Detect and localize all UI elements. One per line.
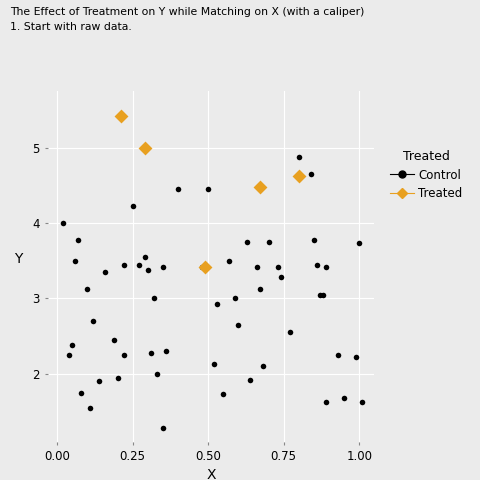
Point xyxy=(144,266,152,274)
Point xyxy=(141,253,148,261)
Point xyxy=(319,291,327,299)
Point xyxy=(159,263,167,271)
Point xyxy=(334,351,342,359)
Point xyxy=(244,238,252,246)
Point xyxy=(141,144,148,152)
Point xyxy=(259,362,266,370)
Point xyxy=(252,263,260,271)
Point xyxy=(65,351,73,359)
Point xyxy=(120,261,127,268)
Point xyxy=(86,404,94,411)
Point xyxy=(359,398,366,406)
Point xyxy=(117,112,124,120)
Point xyxy=(247,376,254,384)
Point xyxy=(159,424,167,432)
Point xyxy=(310,236,318,243)
Point xyxy=(198,263,206,271)
Point xyxy=(340,394,348,402)
Point xyxy=(174,185,182,193)
Point xyxy=(322,398,330,406)
Point xyxy=(150,295,157,302)
Point xyxy=(274,263,282,271)
Y-axis label: Y: Y xyxy=(14,252,23,266)
Point xyxy=(226,257,233,264)
X-axis label: X: X xyxy=(206,468,216,480)
Point xyxy=(120,351,127,359)
Point xyxy=(162,348,170,355)
Point xyxy=(204,185,212,193)
Point xyxy=(153,370,161,378)
Point xyxy=(265,238,273,246)
Point xyxy=(72,257,79,264)
Point xyxy=(322,263,330,271)
Point xyxy=(356,240,363,247)
Point xyxy=(102,268,109,276)
Point xyxy=(68,341,76,349)
Point xyxy=(59,219,67,227)
Point xyxy=(89,317,97,325)
Point xyxy=(313,261,321,268)
Point xyxy=(307,170,315,178)
Legend: Control, Treated: Control, Treated xyxy=(390,150,463,201)
Point xyxy=(147,349,155,357)
Point xyxy=(214,300,221,308)
Point xyxy=(352,353,360,361)
Point xyxy=(256,183,264,191)
Point xyxy=(129,203,136,210)
Point xyxy=(235,321,242,329)
Text: The Effect of Treatment on Y while Matching on X (with a caliper): The Effect of Treatment on Y while Match… xyxy=(10,7,364,17)
Point xyxy=(84,286,91,293)
Point xyxy=(74,236,82,243)
Point xyxy=(286,328,294,336)
Point xyxy=(295,153,303,161)
Point xyxy=(135,261,143,268)
Text: 1. Start with raw data.: 1. Start with raw data. xyxy=(10,22,132,32)
Point xyxy=(256,286,264,293)
Point xyxy=(231,295,239,302)
Point xyxy=(96,377,103,385)
Point xyxy=(201,263,209,271)
Point xyxy=(111,336,119,344)
Point xyxy=(295,172,303,180)
Point xyxy=(219,390,227,398)
Point xyxy=(77,389,85,396)
Point xyxy=(114,374,121,382)
Point xyxy=(316,291,324,299)
Point xyxy=(277,274,285,281)
Point xyxy=(210,360,218,368)
